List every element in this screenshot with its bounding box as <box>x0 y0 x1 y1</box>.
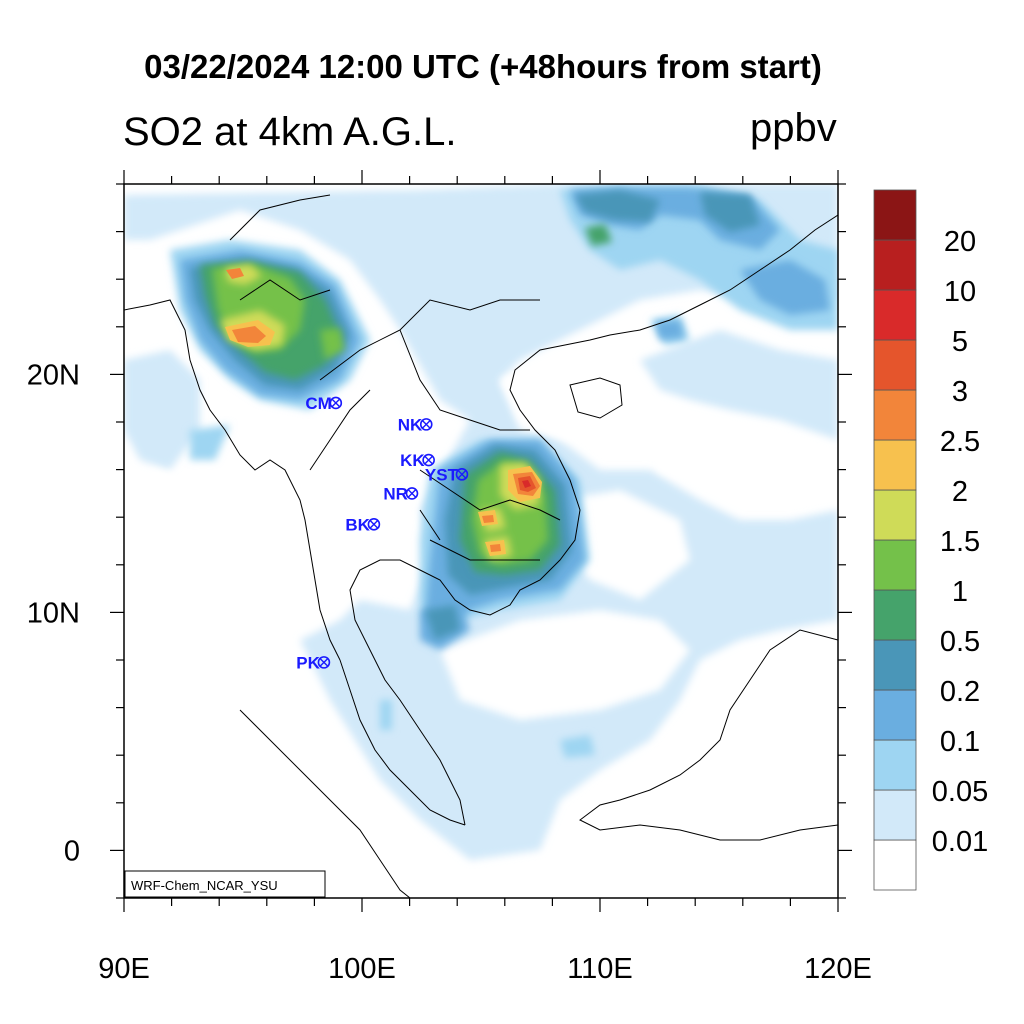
x-tick-label: 120E <box>804 953 872 985</box>
station-cross <box>457 470 467 479</box>
colorbar-box <box>873 289 917 341</box>
colorbar-box <box>873 839 917 891</box>
station-cross <box>331 398 341 408</box>
colorbar-box <box>873 639 917 691</box>
colorbar-box <box>873 589 917 641</box>
map-frame <box>123 183 839 899</box>
variable-label: SO2 at 4km A.G.L. <box>123 110 457 154</box>
colorbar-box <box>873 389 917 441</box>
colorbar-box <box>873 739 917 791</box>
colorbar-box <box>873 489 917 541</box>
station-cross <box>369 520 379 529</box>
station-label: KK <box>400 451 425 470</box>
so2-concentration-field <box>124 184 838 860</box>
x-tick-label: 100E <box>328 953 396 985</box>
colorbar-box <box>873 189 917 241</box>
plot-title: 03/22/2024 12:00 UTC (+48hours from star… <box>144 48 822 85</box>
station-label: YST <box>425 465 459 484</box>
axis-ticks: 90E 100E 110E 120E 0 10N 20N <box>27 170 872 985</box>
units-label: ppbv <box>750 106 837 150</box>
model-credit: WRF-Chem_NCAR_YSU <box>124 870 326 898</box>
station-nk: NK <box>398 415 433 434</box>
station-marker-icon <box>367 518 381 531</box>
station-label: PK <box>296 653 320 672</box>
station-marker-icon <box>405 487 419 500</box>
station-label: NK <box>398 415 423 434</box>
station-cross <box>407 489 417 498</box>
colorbar-label: 0.2 <box>940 676 980 708</box>
station-cross <box>424 455 433 465</box>
colorbar-label: 3 <box>952 376 968 408</box>
coastlines-borders <box>124 194 838 898</box>
colorbar-box <box>873 789 917 841</box>
colorbar-box <box>873 689 917 741</box>
colorbar-label: 2.5 <box>940 426 980 458</box>
station-label: NR <box>383 484 408 503</box>
colorbar-box <box>873 339 917 391</box>
colorbar-label: 0.5 <box>940 626 980 658</box>
station-marker-icon <box>422 453 435 467</box>
credit-text: WRF-Chem_NCAR_YSU <box>131 878 278 893</box>
colorbar-label: 5 <box>952 326 968 358</box>
x-tick-label: 110E <box>567 953 633 985</box>
station-marker-icon <box>419 418 433 431</box>
x-tick-label: 90E <box>98 953 150 985</box>
y-tick-label: 20N <box>27 359 80 391</box>
colorbar-label: 0.05 <box>932 776 988 808</box>
colorbar-label: 10 <box>944 276 976 308</box>
station-label: BK <box>345 515 370 534</box>
y-tick-label: 0 <box>64 835 80 867</box>
station-cross <box>421 420 431 429</box>
station-kk: KK <box>400 451 435 470</box>
station-marker-icon <box>455 468 469 481</box>
station-nr: NR <box>383 484 419 503</box>
y-tick-label: 10N <box>27 597 80 629</box>
colorbar-label: 0.01 <box>932 826 988 858</box>
colorbar-label: 0.1 <box>940 726 980 758</box>
colorbar-box <box>873 239 917 291</box>
colorbar-label: 2 <box>952 476 968 508</box>
station-label: CM <box>305 394 331 413</box>
station-pk: PK <box>296 653 331 672</box>
colorbar-box <box>873 539 917 591</box>
colorbar-box <box>873 439 917 491</box>
colorbar-label: 20 <box>944 226 976 258</box>
station-marker-icon <box>329 396 343 410</box>
colorbar-label: 1 <box>952 576 968 608</box>
colorbar: 0.01 0.05 0.1 0.2 0.5 1 1.5 2 2.5 3 5 10 20 <box>873 189 988 891</box>
colorbar-label: 1.5 <box>940 526 980 558</box>
station-cross <box>319 658 329 667</box>
station-yst: YST <box>425 465 469 484</box>
station-marker-icon <box>317 656 331 669</box>
station-cm: CM <box>305 394 343 413</box>
station-bk: BK <box>345 515 381 534</box>
